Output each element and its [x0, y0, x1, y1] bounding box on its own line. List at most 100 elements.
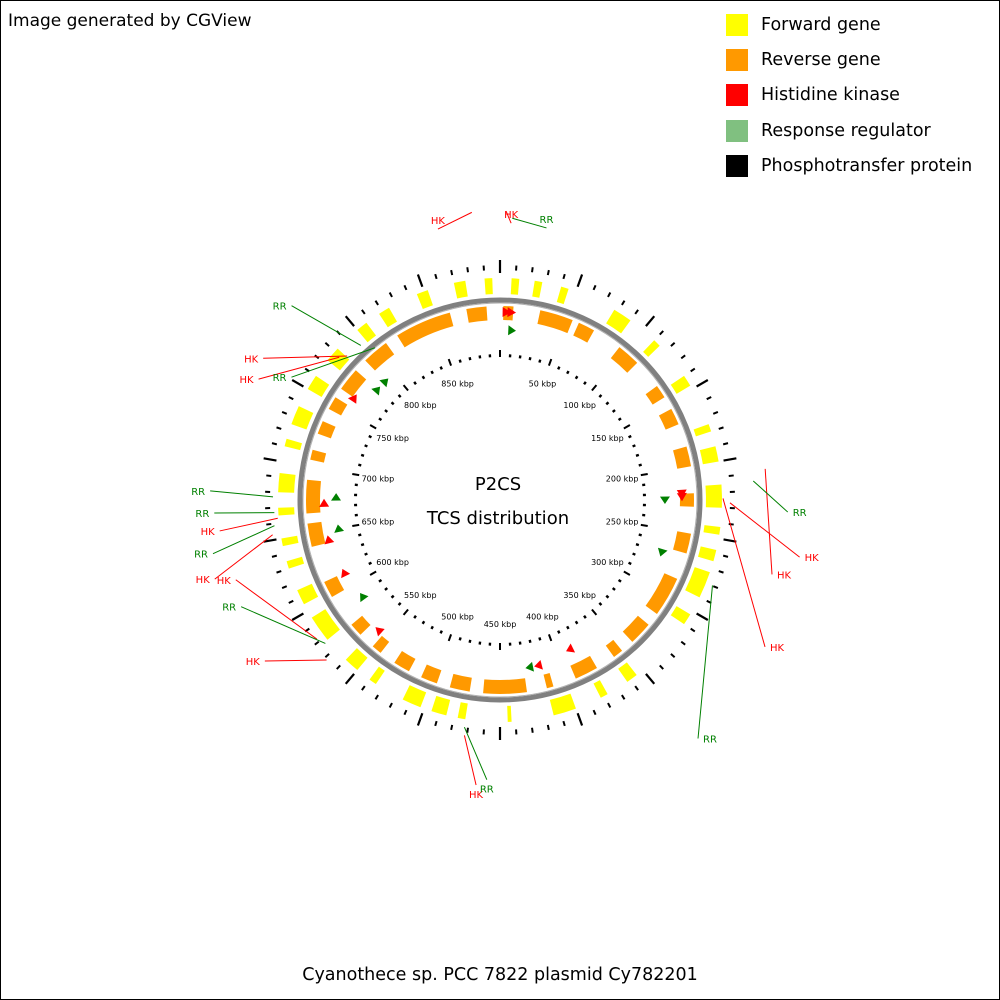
reverse-gene-block [394, 650, 416, 672]
outer-tick [696, 612, 709, 621]
outer-tick [690, 367, 696, 373]
scale-label: 500 kbp [441, 613, 474, 622]
scale-label: 800 kbp [404, 401, 437, 410]
forward-gene-block [698, 546, 717, 562]
callout-line [505, 210, 512, 224]
rr-label: RR [540, 215, 554, 226]
outer-tick [374, 300, 379, 306]
scale-tick [458, 637, 462, 641]
outer-tick [562, 273, 566, 280]
forward-gene-block [556, 286, 569, 305]
callout-line [752, 480, 789, 513]
outer-tick [281, 411, 288, 415]
reverse-gene-block [483, 678, 527, 695]
scale-tick [397, 394, 402, 398]
forward-gene-block [618, 662, 637, 682]
forward-gene-block [693, 424, 712, 437]
outer-tick [324, 342, 330, 347]
reverse-gene-block [537, 310, 573, 334]
scale-label: 850 kbp [441, 379, 474, 388]
legend: Forward gene Reverse gene Histidine kina… [726, 7, 972, 183]
outer-tick [271, 554, 278, 558]
scale-tick [640, 523, 648, 528]
scale-tick [397, 602, 402, 606]
rr-label: RR [273, 302, 287, 313]
scale-tick [635, 453, 640, 457]
histidine-kinase-marker [507, 307, 517, 318]
outer-tick [607, 292, 612, 298]
legend-label: Response regulator [761, 120, 931, 141]
scale-tick [617, 578, 622, 583]
scale-tick [628, 434, 632, 439]
scale-tick [390, 594, 395, 599]
scale-tick [617, 417, 622, 422]
forward-gene-block [507, 705, 512, 722]
outer-tick [634, 309, 639, 315]
reverse-gene-block [673, 531, 692, 554]
histidine-kinase-marker [319, 498, 330, 507]
scale-tick [566, 625, 570, 630]
reverse-gene-block [673, 446, 692, 469]
center-title: P2CS [475, 474, 521, 495]
backbone-ring [297, 297, 703, 703]
forward-gene-block [297, 583, 319, 605]
outer-tick [722, 442, 729, 446]
outer-tick [562, 720, 566, 727]
scale-tick [632, 552, 636, 556]
outer-tick [645, 673, 656, 685]
outer-tick [361, 685, 366, 691]
outer-tick [621, 694, 626, 700]
legend-label: Histidine kinase [761, 85, 900, 106]
forward-gene-block [291, 406, 314, 430]
header-note: Image generated by CGView [8, 11, 252, 31]
reverse-gene-block [397, 312, 454, 348]
reverse-gene-block [365, 343, 395, 371]
reverse-gene-track [306, 306, 694, 695]
scale-tick [583, 614, 587, 619]
legend-swatch [726, 48, 748, 71]
scale-tick [358, 533, 362, 537]
forward-gene-block [484, 278, 493, 295]
scale-tick [638, 533, 642, 537]
legend-swatch [726, 13, 748, 36]
outer-tick [607, 702, 612, 708]
outer-tick [670, 653, 676, 658]
reverse-gene-block [610, 347, 638, 373]
response-regulator-marker [525, 661, 534, 672]
outer-tick [712, 411, 719, 415]
reverse-gene-block [622, 615, 649, 642]
hk-label: HK [469, 790, 484, 801]
reverse-gene-block [306, 479, 321, 514]
rr-label: RR [793, 508, 807, 519]
outer-tick [718, 426, 724, 430]
response-regulator-marker [379, 378, 389, 388]
scale-tick [458, 359, 462, 363]
outer-tick [531, 267, 534, 273]
callout-line [463, 727, 488, 780]
outer-tick [276, 426, 282, 430]
scale-tick [528, 356, 532, 361]
outer-tick [592, 284, 597, 291]
reverse-gene-block [449, 673, 472, 692]
scale-tick [384, 587, 389, 591]
reverse-gene-block [317, 421, 336, 439]
forward-gene-block [593, 680, 608, 698]
forward-gene-block [345, 648, 368, 671]
forward-gene-block [286, 556, 305, 569]
callout-line [512, 217, 547, 229]
outer-tick [690, 627, 696, 633]
outer-tick [291, 379, 304, 388]
scale-tick [421, 375, 426, 380]
forward-gene-block [327, 348, 350, 371]
hk-label: HK [777, 570, 792, 581]
response-regulator-marker [360, 592, 369, 603]
legend-swatch [726, 154, 748, 177]
reverse-gene-block [310, 449, 327, 463]
legend-item-response-regulator: Response regulator [726, 113, 972, 148]
scale-label: 750 kbp [376, 434, 409, 443]
scale-tick [364, 444, 368, 448]
reverse-gene-block [466, 306, 488, 323]
scale-tick [632, 444, 636, 448]
hk-label: HK [770, 643, 785, 654]
